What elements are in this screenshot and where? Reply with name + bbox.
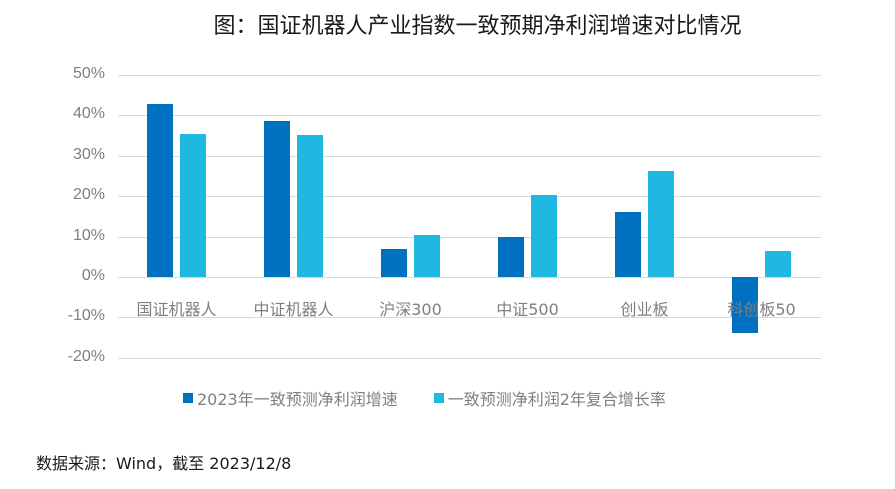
gridline — [118, 156, 821, 157]
legend-item-series2: 一致预测净利润2年复合增长率 — [433, 386, 666, 410]
bar-growth-2023 — [147, 104, 173, 277]
y-tick-label: 30% — [72, 146, 105, 163]
y-tick-label: 50% — [72, 65, 105, 82]
gridline — [118, 317, 821, 318]
gridline — [118, 358, 821, 359]
y-tick-label: -20% — [67, 348, 105, 365]
bar-cagr-2y — [648, 171, 674, 277]
bar-growth-2023 — [264, 121, 290, 277]
y-tick-label: 40% — [72, 105, 105, 122]
x-category-label: 中证500 — [496, 300, 559, 319]
bar-growth-2023 — [498, 237, 524, 277]
legend-item-series1: 2023年一致预测净利润增速 — [183, 386, 398, 410]
x-category-label: 沪深300 — [379, 300, 442, 319]
y-tick-label: -10% — [67, 307, 105, 324]
legend-label: 一致预测净利润2年复合增长率 — [447, 390, 666, 409]
legend-swatch-icon — [183, 393, 193, 403]
x-category-label: 中证机器人 — [253, 300, 334, 319]
bar-growth-2023 — [732, 277, 758, 333]
chart-title: 图：国证机器人产业指数一致预期净利润增速对比情况 — [213, 14, 742, 39]
data-source-note: 数据来源：Wind，截至 2023/12/8 — [36, 454, 292, 473]
bar-cagr-2y — [531, 195, 557, 277]
y-tick-label: 20% — [72, 186, 105, 203]
gridline — [118, 196, 821, 197]
gridline — [118, 237, 821, 238]
x-category-label: 创业板 — [620, 300, 669, 319]
legend-swatch-icon — [433, 393, 444, 403]
bar-cagr-2y — [414, 235, 440, 277]
bar-cagr-2y — [297, 135, 323, 277]
y-tick-label: 0% — [81, 267, 105, 284]
legend: 2023年一致预测净利润增速 一致预测净利润2年复合增长率 — [183, 386, 666, 410]
y-tick-label: 10% — [72, 227, 105, 244]
gridline — [118, 115, 821, 116]
bar-cagr-2y — [765, 251, 791, 277]
bar-growth-2023 — [615, 212, 641, 277]
bar-cagr-2y — [180, 134, 206, 277]
gridline — [118, 75, 821, 76]
gridline — [118, 277, 821, 278]
legend-label: 2023年一致预测净利润增速 — [197, 390, 398, 409]
x-category-label: 科创板50 — [727, 300, 796, 319]
x-category-label: 国证机器人 — [136, 300, 217, 319]
bar-growth-2023 — [381, 249, 407, 277]
